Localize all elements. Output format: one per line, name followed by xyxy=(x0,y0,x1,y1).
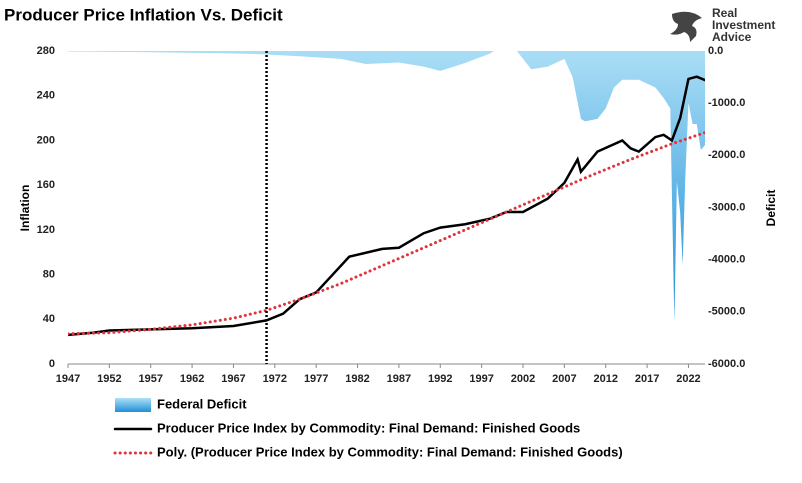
x-tick-label: 1997 xyxy=(469,373,493,385)
x-tick-label: 1947 xyxy=(56,373,80,385)
y-tick-label: 240 xyxy=(37,90,55,102)
legend-swatch xyxy=(115,398,151,412)
y2-axis-label: Deficit xyxy=(764,190,778,227)
x-tick-label: 1992 xyxy=(428,373,452,385)
x-tick-label: 1967 xyxy=(221,373,245,385)
legend-label: Producer Price Index by Commodity: Final… xyxy=(157,420,580,435)
y-tick-label: 280 xyxy=(37,45,55,57)
y2-tick-label: -6000.0 xyxy=(708,358,745,370)
legend-label: Poly. (Producer Price Index by Commodity… xyxy=(157,444,623,459)
x-tick-label: 2002 xyxy=(511,373,535,385)
y2-tick-label: -1000.0 xyxy=(708,97,745,109)
trend-line xyxy=(68,131,705,336)
legend-label: Federal Deficit xyxy=(157,396,247,411)
x-tick-label: 2012 xyxy=(593,373,617,385)
brand: Real Investment Advice xyxy=(712,6,775,44)
deficit-area xyxy=(68,51,705,323)
y2-tick-label: -2000.0 xyxy=(708,149,745,161)
x-tick-label: 1987 xyxy=(387,373,411,385)
x-tick-label: 2022 xyxy=(676,373,700,385)
y-tick-label: 200 xyxy=(37,134,55,146)
y-tick-label: 80 xyxy=(43,268,55,280)
y2-tick-label: 0.0 xyxy=(708,45,723,57)
y2-tick-label: -5000.0 xyxy=(708,306,745,318)
x-tick-label: 1982 xyxy=(345,373,369,385)
chart-title: Producer Price Inflation Vs. Deficit xyxy=(4,5,283,24)
y-axis-label: Inflation xyxy=(18,185,32,232)
x-tick-label: 1977 xyxy=(304,373,328,385)
y-tick-label: 0 xyxy=(49,358,55,370)
x-tick-label: 1952 xyxy=(97,373,121,385)
x-tick-label: 1962 xyxy=(180,373,204,385)
y-tick-label: 120 xyxy=(37,224,55,236)
logo: Real Investment Advice xyxy=(670,6,775,44)
y-tick-label: 40 xyxy=(43,313,55,325)
ppi-line xyxy=(68,75,705,337)
y2-tick-label: -3000.0 xyxy=(708,201,745,213)
x-tick-label: 1972 xyxy=(263,373,287,385)
y-tick-label: 160 xyxy=(37,179,55,191)
x-tick-label: 2007 xyxy=(552,373,576,385)
x-tick-label: 1957 xyxy=(138,373,162,385)
x-tick-label: 2017 xyxy=(635,373,659,385)
y2-tick-label: -4000.0 xyxy=(708,254,745,266)
